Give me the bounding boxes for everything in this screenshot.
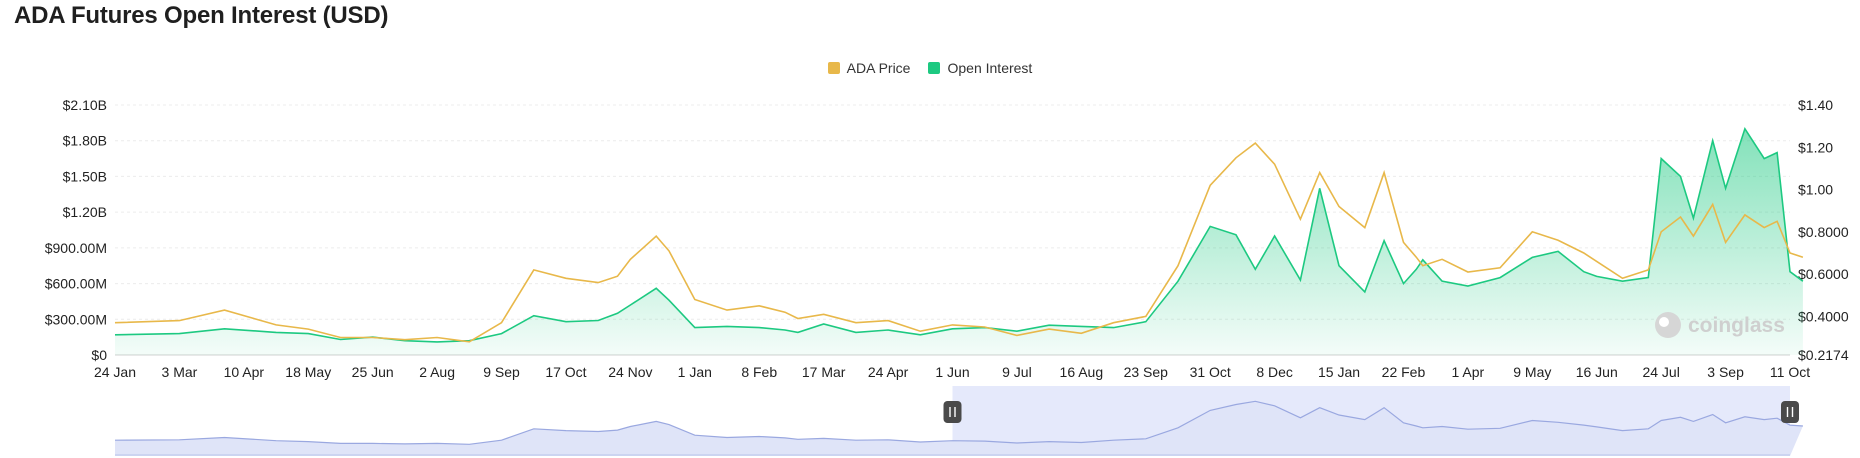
y-right-tick-label: $0.4000 — [1798, 308, 1849, 324]
y-left-tick-label: $300.00M — [45, 311, 107, 327]
x-tick-label: 3 Mar — [162, 364, 198, 380]
handle-grip-icon — [943, 401, 962, 423]
x-tick-label: 10 Apr — [224, 364, 265, 380]
y-right-tick-label: $0.8000 — [1798, 224, 1849, 240]
ada-price-swatch-icon — [827, 62, 840, 74]
y-axis-left: $0 $300.00M $600.00M $900.00M $1.20B $1.50B $1… — [45, 97, 107, 363]
legend-label-ada-price: ADA Price — [846, 60, 911, 76]
x-tick-label: 31 Oct — [1190, 364, 1231, 380]
x-tick-label: 16 Jun — [1576, 364, 1618, 380]
plot-area — [114, 126, 1804, 355]
handle-grip-icon — [1781, 401, 1799, 423]
ada-price-line — [114, 142, 1804, 343]
x-tick-label: 23 Sep — [1124, 364, 1169, 380]
y-left-tick-label: $900.00M — [45, 240, 107, 256]
open-interest-swatch-icon — [928, 62, 941, 74]
x-tick-label: 9 Sep — [483, 364, 520, 380]
x-axis: 24 Jan 3 Mar 10 Apr 18 May 25 Jun 2 Aug 9 Sep 1… — [94, 354, 1810, 380]
x-tick-label: 2 Aug — [419, 364, 455, 380]
y-right-tick-label: $0.6000 — [1798, 266, 1849, 282]
x-tick-label: 9 Jul — [1002, 364, 1032, 380]
x-tick-label: 8 Dec — [1256, 364, 1293, 380]
coinglass-watermark: coinglass — [1655, 312, 1785, 338]
x-tick-label: 1 Jan — [678, 364, 712, 380]
range-navigator[interactable] — [114, 386, 1803, 456]
x-tick-label: 1 Apr — [1452, 364, 1485, 380]
x-tick-label: 15 Jan — [1318, 364, 1360, 380]
legend-item-open-interest[interactable]: Open Interest — [928, 60, 1032, 76]
navigator-left-handle[interactable] — [943, 401, 962, 423]
chart-legend: ADA Price Open Interest — [0, 60, 1860, 76]
y-right-tick-label: $1.20 — [1798, 139, 1833, 155]
legend-label-open-interest: Open Interest — [947, 60, 1033, 76]
x-tick-label: 18 May — [285, 364, 331, 380]
y-axis-right: $0.2174 $0.4000 $0.6000 $0.8000 $1.00 $1.20 $1… — [1798, 97, 1849, 363]
x-tick-label: 8 Feb — [741, 364, 777, 380]
y-right-tick-label: $0.2174 — [1798, 347, 1849, 363]
y-left-tick-label: $0 — [91, 347, 107, 363]
y-left-tick-label: $600.00M — [45, 276, 107, 292]
open-interest-line — [114, 126, 1804, 343]
x-tick-label: 24 Nov — [608, 364, 652, 380]
x-tick-label: 3 Sep — [1707, 364, 1744, 380]
x-tick-label: 16 Aug — [1060, 364, 1104, 380]
y-right-tick-label: $1.00 — [1798, 182, 1833, 198]
navigator-right-handle[interactable] — [1781, 401, 1799, 423]
x-tick-label: 25 Jun — [352, 364, 394, 380]
y-left-tick-label: $1.20B — [63, 204, 107, 220]
x-tick-label: 9 May — [1513, 364, 1551, 380]
coinglass-logo-icon — [1655, 312, 1681, 338]
x-tick-label: 22 Feb — [1382, 364, 1426, 380]
legend-item-ada-price[interactable]: ADA Price — [827, 60, 911, 76]
y-left-tick-label: $1.50B — [63, 168, 107, 184]
page-title: ADA Futures Open Interest (USD) — [14, 2, 389, 29]
y-right-tick-label: $1.40 — [1798, 97, 1833, 113]
x-tick-label: 17 Oct — [545, 364, 586, 380]
y-left-tick-label: $1.80B — [63, 133, 107, 149]
x-tick-label: 17 Mar — [802, 364, 846, 380]
x-tick-label: 24 Jan — [94, 364, 136, 380]
navigator-area — [115, 401, 1803, 456]
svg-text:coinglass: coinglass — [1688, 314, 1785, 337]
open-interest-area — [115, 128, 1803, 355]
x-tick-label: 24 Apr — [868, 364, 909, 380]
x-tick-label: 24 Jul — [1642, 364, 1679, 380]
navigator-line — [114, 400, 1803, 445]
x-tick-label: 1 Jun — [935, 364, 969, 380]
x-tick-label: 11 Oct — [1770, 364, 1810, 380]
y-left-tick-label: $2.10B — [63, 97, 107, 113]
